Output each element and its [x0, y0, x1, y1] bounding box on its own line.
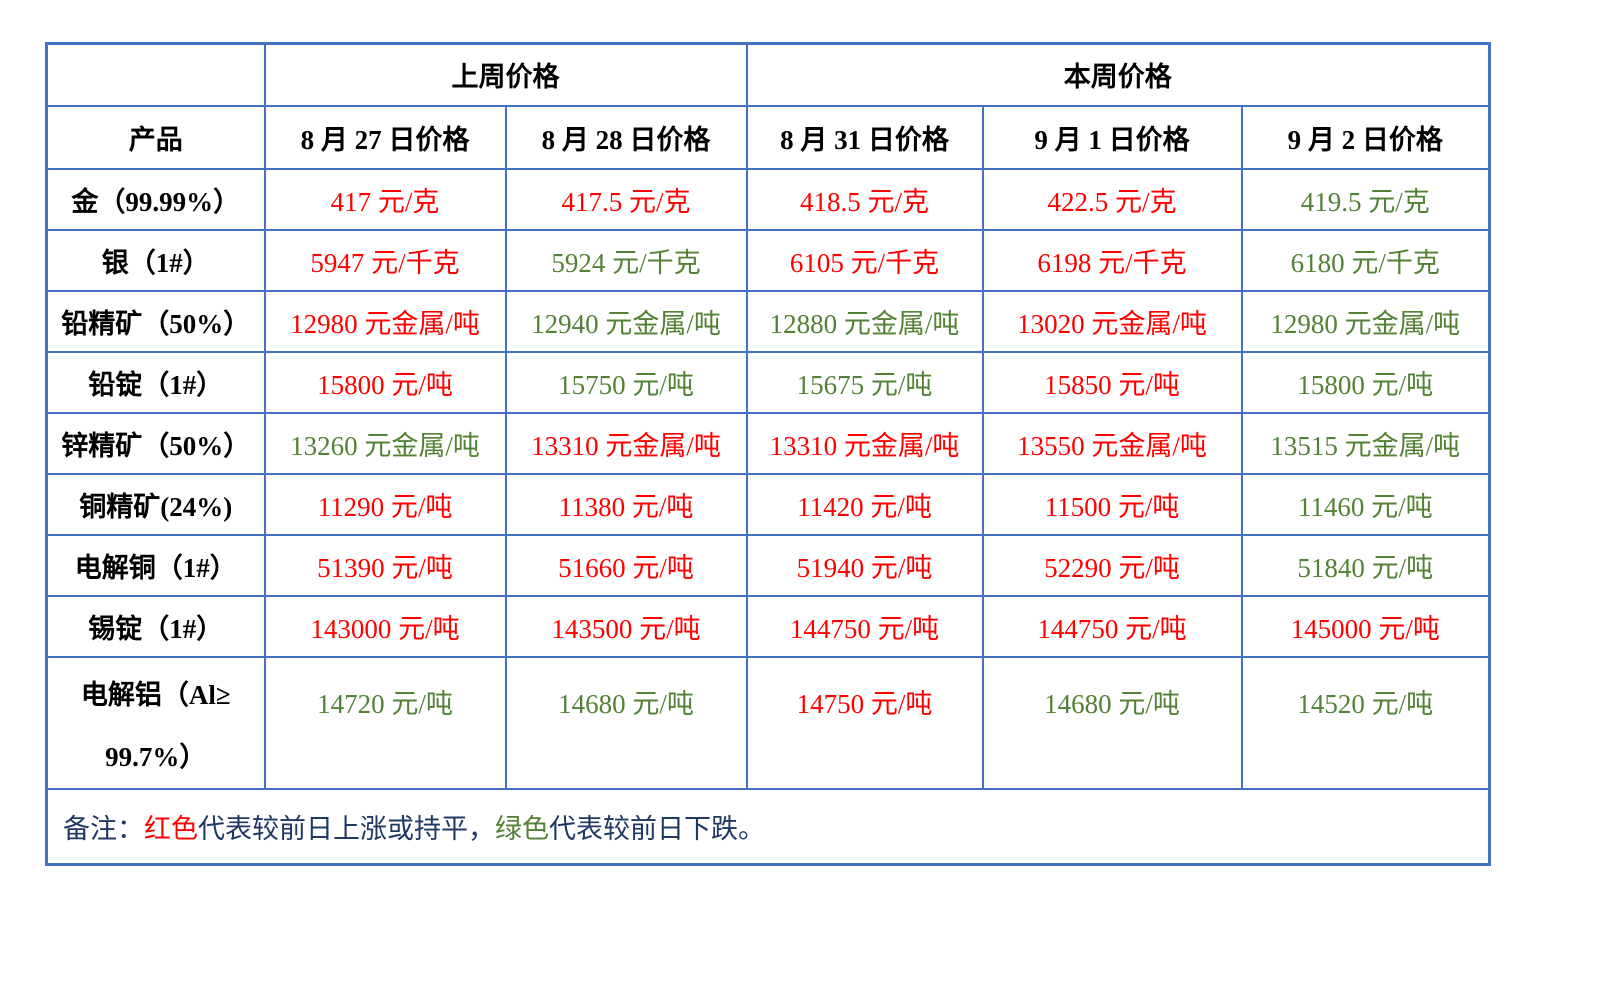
note-red-description: 代表较前日上涨或持平，: [198, 813, 495, 844]
price-cell: 143500 元/吨: [504, 594, 748, 658]
price-cell: 51840 元/吨: [1240, 533, 1491, 597]
last-week-group-header: 上周价格: [263, 42, 748, 107]
price-cell: 422.5 元/克: [981, 167, 1243, 231]
column-header-sep1: 9 月 1 日价格: [981, 104, 1243, 170]
price-cell: 143000 元/吨: [263, 594, 507, 658]
corner-cell: [45, 42, 266, 107]
product-cell: 铅锭（1#）: [45, 350, 266, 414]
price-cell: 14680 元/吨: [504, 655, 748, 790]
price-cell: 11460 元/吨: [1240, 472, 1491, 536]
price-cell: 13550 元金属/吨: [981, 411, 1243, 475]
price-cell: 13310 元金属/吨: [745, 411, 984, 475]
note-green-word: 绿色: [495, 813, 549, 844]
price-cell: 51940 元/吨: [745, 533, 984, 597]
column-header-aug28: 8 月 28 日价格: [504, 104, 748, 170]
product-cell: 银（1#）: [45, 228, 266, 292]
price-cell: 144750 元/吨: [745, 594, 984, 658]
price-cell: 15750 元/吨: [504, 350, 748, 414]
table-row-copper-concentrate: 铜精矿(24%) 11290 元/吨 11380 元/吨 11420 元/吨 1…: [45, 472, 1491, 536]
price-cell: 14520 元/吨: [1240, 655, 1491, 790]
price-cell: 13260 元金属/吨: [263, 411, 507, 475]
price-cell: 417 元/克: [263, 167, 507, 231]
price-cell: 144750 元/吨: [981, 594, 1243, 658]
metal-price-table: 上周价格 本周价格 产品 8 月 27 日价格 8 月 28 日价格 8 月 3…: [45, 42, 1492, 866]
column-header-aug27: 8 月 27 日价格: [263, 104, 507, 170]
note-prefix: 备注：: [63, 813, 144, 844]
price-cell: 11500 元/吨: [981, 472, 1243, 536]
price-cell: 14680 元/吨: [981, 655, 1243, 790]
table-row-electrolytic-aluminum: 电解铝（Al≥ 99.7%） 14720 元/吨 14680 元/吨 14750…: [45, 655, 1491, 790]
note-cell: 备注：红色代表较前日上涨或持平，绿色代表较前日下跌。: [45, 787, 1491, 866]
price-cell: 145000 元/吨: [1240, 594, 1491, 658]
product-cell: 锌精矿（50%）: [45, 411, 266, 475]
table-row-lead-concentrate: 铅精矿（50%） 12980 元金属/吨 12940 元金属/吨 12880 元…: [45, 289, 1491, 353]
price-cell: 13020 元金属/吨: [981, 289, 1243, 353]
price-cell: 12980 元金属/吨: [1240, 289, 1491, 353]
table-row-zinc-concentrate: 锌精矿（50%） 13260 元金属/吨 13310 元金属/吨 13310 元…: [45, 411, 1491, 475]
price-cell: 6180 元/千克: [1240, 228, 1491, 292]
product-cell: 铅精矿（50%）: [45, 289, 266, 353]
price-cell: 15850 元/吨: [981, 350, 1243, 414]
date-header-row: 产品 8 月 27 日价格 8 月 28 日价格 8 月 31 日价格 9 月 …: [45, 104, 1491, 170]
price-cell: 15800 元/吨: [263, 350, 507, 414]
note-red-word: 红色: [144, 813, 198, 844]
price-cell: 12940 元金属/吨: [504, 289, 748, 353]
column-header-aug31: 8 月 31 日价格: [745, 104, 984, 170]
price-cell: 52290 元/吨: [981, 533, 1243, 597]
price-cell: 51660 元/吨: [504, 533, 748, 597]
note-row: 备注：红色代表较前日上涨或持平，绿色代表较前日下跌。: [45, 787, 1491, 866]
price-cell: 12980 元金属/吨: [263, 289, 507, 353]
column-header-product: 产品: [45, 104, 266, 170]
price-cell: 15675 元/吨: [745, 350, 984, 414]
price-cell: 6105 元/千克: [745, 228, 984, 292]
price-cell: 5924 元/千克: [504, 228, 748, 292]
price-cell: 13310 元金属/吨: [504, 411, 748, 475]
product-cell: 金（99.99%）: [45, 167, 266, 231]
table-row-tin-ingot: 锡锭（1#） 143000 元/吨 143500 元/吨 144750 元/吨 …: [45, 594, 1491, 658]
product-cell: 锡锭（1#）: [45, 594, 266, 658]
price-cell: 419.5 元/克: [1240, 167, 1491, 231]
price-cell: 5947 元/千克: [263, 228, 507, 292]
price-cell: 15800 元/吨: [1240, 350, 1491, 414]
price-cell: 417.5 元/克: [504, 167, 748, 231]
note-green-description: 代表较前日下跌。: [549, 813, 765, 844]
price-cell: 6198 元/千克: [981, 228, 1243, 292]
this-week-group-header: 本周价格: [745, 42, 1491, 107]
price-cell: 51390 元/吨: [263, 533, 507, 597]
product-cell: 铜精矿(24%): [45, 472, 266, 536]
price-cell: 14750 元/吨: [745, 655, 984, 790]
table-row-electrolytic-copper: 电解铜（1#） 51390 元/吨 51660 元/吨 51940 元/吨 52…: [45, 533, 1491, 597]
price-cell: 14720 元/吨: [263, 655, 507, 790]
table-row-silver: 银（1#） 5947 元/千克 5924 元/千克 6105 元/千克 6198…: [45, 228, 1491, 292]
product-cell: 电解铝（Al≥ 99.7%）: [45, 655, 266, 790]
price-cell: 11420 元/吨: [745, 472, 984, 536]
column-header-sep2: 9 月 2 日价格: [1240, 104, 1491, 170]
table-row-lead-ingot: 铅锭（1#） 15800 元/吨 15750 元/吨 15675 元/吨 158…: [45, 350, 1491, 414]
price-cell: 13515 元金属/吨: [1240, 411, 1491, 475]
price-cell: 11380 元/吨: [504, 472, 748, 536]
product-cell: 电解铜（1#）: [45, 533, 266, 597]
price-cell: 418.5 元/克: [745, 167, 984, 231]
price-cell: 11290 元/吨: [263, 472, 507, 536]
price-cell: 12880 元金属/吨: [745, 289, 984, 353]
table-row-gold: 金（99.99%） 417 元/克 417.5 元/克 418.5 元/克 42…: [45, 167, 1491, 231]
week-group-header-row: 上周价格 本周价格: [45, 42, 1491, 107]
